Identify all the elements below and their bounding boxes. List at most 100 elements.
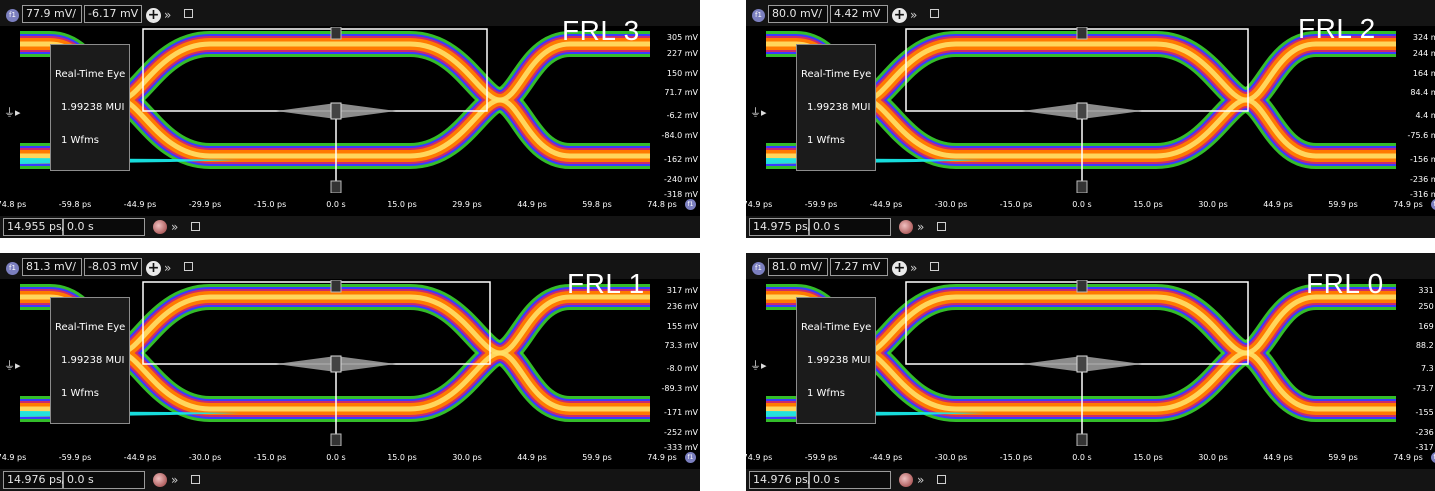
real-time-eye-info: Real-Time Eye 1.99238 MUI 1 Wfms (796, 297, 877, 424)
x-tick-label: 44.9 ps (1263, 453, 1293, 462)
y-tick-label: 73.3 mV (664, 341, 698, 350)
vertical-scale-field[interactable]: 77.9 mV/ (22, 5, 82, 23)
ground-marker-icon[interactable]: ⏚▸ (750, 106, 767, 119)
x-tick-label: 44.9 ps (1263, 200, 1293, 209)
eye-wfms: 1 Wfms (61, 135, 99, 146)
vertical-scale-field[interactable]: 81.3 mV/ (22, 258, 82, 276)
top-cursor-handle[interactable] (1076, 280, 1088, 293)
eye-title: Real-Time Eye (801, 322, 872, 333)
double-chevron-icon[interactable]: » (164, 8, 172, 22)
cursor-handle[interactable] (1076, 102, 1088, 120)
channel-badge-icon[interactable]: f1 (6, 262, 19, 275)
horizontal-offset-field[interactable]: 0.0 s (809, 218, 891, 236)
ball-icon[interactable] (153, 220, 167, 234)
horizontal-offset-field[interactable]: 0.0 s (63, 218, 145, 236)
double-chevron-icon[interactable]: » (910, 261, 918, 275)
bottom-cursor-handle[interactable] (1076, 180, 1088, 193)
top-cursor-handle[interactable] (330, 280, 342, 293)
lane-label: FRL 0 (1306, 268, 1384, 299)
y-tick-label: 84.4 mV (1410, 88, 1435, 97)
square-icon[interactable] (184, 262, 193, 271)
scale-toolbar: f1 80.0 mV/ 4.42 mV + » (746, 0, 1435, 26)
plus-icon[interactable]: + (892, 7, 907, 23)
y-tick-label: 227 mV (666, 49, 698, 58)
cursor-handle[interactable] (1076, 355, 1088, 373)
eye-mui: 1.99238 MUI (807, 102, 871, 113)
y-tick-label: 305 mV (666, 33, 698, 42)
double-chevron-icon[interactable]: » (171, 220, 179, 234)
y-tick-label: -8.0 mV (666, 364, 698, 373)
eye-title: Real-Time Eye (55, 322, 126, 333)
x-tick-label: 15.0 ps (387, 200, 417, 209)
plus-icon[interactable]: + (146, 260, 161, 276)
channel-badge-icon[interactable]: f1 (685, 199, 696, 210)
vertical-scale-field[interactable]: 81.0 mV/ (768, 258, 828, 276)
double-chevron-icon[interactable]: » (164, 261, 172, 275)
ball-icon[interactable] (899, 220, 913, 234)
square-icon[interactable] (191, 222, 200, 231)
x-tick-label: -15.0 ps (999, 453, 1033, 462)
square-icon[interactable] (930, 9, 939, 18)
channel-badge-icon[interactable]: f1 (6, 9, 19, 22)
real-time-eye-info: Real-Time Eye 1.99238 MUI 1 Wfms (796, 44, 877, 171)
cursor-handle[interactable] (330, 102, 342, 120)
bottom-cursor-handle[interactable] (1076, 433, 1088, 446)
x-tick-label: -59.9 ps (804, 453, 838, 462)
x-tick-label: 74.9 ps (1393, 200, 1423, 209)
cursor-handle[interactable] (330, 355, 342, 373)
ball-icon[interactable] (153, 473, 167, 487)
bottom-cursor-handle[interactable] (330, 433, 342, 446)
channel-badge-icon[interactable]: f1 (1431, 199, 1435, 210)
y-tick-label: -162 mV (664, 155, 698, 164)
y-tick-label: 7.3 m (1420, 364, 1435, 373)
x-tick-label: -74.8 ps (0, 200, 27, 209)
top-cursor-handle[interactable] (330, 27, 342, 40)
horizontal-scale-field[interactable]: 14.976 ps/ (3, 471, 65, 489)
plus-icon[interactable]: + (146, 7, 161, 23)
vertical-offset-field[interactable]: 4.42 mV (830, 5, 888, 23)
horizontal-offset-field[interactable]: 0.0 s (809, 471, 891, 489)
ground-marker-icon[interactable]: ⏚▸ (4, 359, 21, 372)
square-icon[interactable] (937, 475, 946, 484)
bottom-cursor-handle[interactable] (330, 180, 342, 193)
x-tick-label: 30.0 ps (452, 453, 482, 462)
eye-panel-1: f1 80.0 mV/ 4.42 mV + » ⏚▸ FRL 2 Real-Ti… (746, 0, 1435, 238)
square-icon[interactable] (930, 262, 939, 271)
horizontal-offset-field[interactable]: 0.0 s (63, 471, 145, 489)
ground-marker-icon[interactable]: ⏚▸ (750, 359, 767, 372)
double-chevron-icon[interactable]: » (917, 220, 925, 234)
double-chevron-icon[interactable]: » (917, 473, 925, 487)
x-tick-label: 74.9 ps (1393, 453, 1423, 462)
double-chevron-icon[interactable]: » (171, 473, 179, 487)
top-cursor-handle[interactable] (1076, 27, 1088, 40)
square-icon[interactable] (937, 222, 946, 231)
channel-badge-icon[interactable]: f1 (752, 9, 765, 22)
vertical-offset-field[interactable]: 7.27 mV (830, 258, 888, 276)
plus-icon[interactable]: + (892, 260, 907, 276)
channel-badge-icon[interactable]: f1 (685, 452, 696, 463)
horizontal-scale-field[interactable]: 14.976 ps/ (749, 471, 811, 489)
x-tick-label: 59.9 ps (1328, 453, 1358, 462)
square-icon[interactable] (184, 9, 193, 18)
channel-badge-icon[interactable]: f1 (1431, 452, 1435, 463)
eye-mui: 1.99238 MUI (61, 102, 125, 113)
horizontal-scale-field[interactable]: 14.975 ps/ (749, 218, 811, 236)
vertical-offset-field[interactable]: -6.17 mV (84, 5, 142, 23)
double-chevron-icon[interactable]: » (910, 8, 918, 22)
vertical-offset-field[interactable]: -8.03 mV (84, 258, 142, 276)
channel-badge-icon[interactable]: f1 (752, 262, 765, 275)
y-tick-label: 88.2 m (1415, 341, 1435, 350)
x-tick-label: -30.0 ps (934, 200, 968, 209)
y-tick-label: -171 mV (664, 408, 698, 417)
x-tick-label: 30.0 ps (1198, 453, 1228, 462)
eye-panel-3: f1 81.0 mV/ 7.27 mV + » ⏚▸ FRL 0 Real-Ti… (746, 253, 1435, 491)
horizontal-scale-field[interactable]: 14.955 ps/ (3, 218, 65, 236)
x-tick-label: 0.0 s (326, 200, 346, 209)
vertical-scale-field[interactable]: 80.0 mV/ (768, 5, 828, 23)
scale-toolbar: f1 77.9 mV/ -6.17 mV + » (0, 0, 700, 26)
square-icon[interactable] (191, 475, 200, 484)
ball-icon[interactable] (899, 473, 913, 487)
ground-marker-icon[interactable]: ⏚▸ (4, 106, 21, 119)
x-tick-label: 74.9 ps (647, 453, 677, 462)
lane-label: FRL 1 (567, 268, 645, 299)
